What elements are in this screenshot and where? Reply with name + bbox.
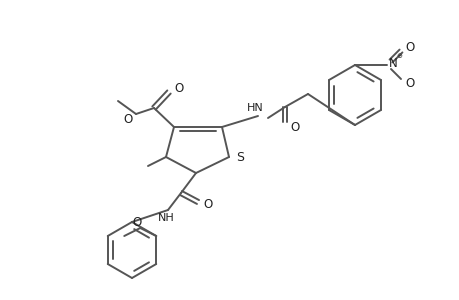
Text: O: O: [404, 40, 414, 53]
Text: S: S: [235, 151, 243, 164]
Text: O: O: [123, 112, 133, 125]
Text: N: N: [388, 56, 397, 70]
Text: NH: NH: [157, 213, 174, 223]
Text: methyl: methyl: [143, 173, 148, 175]
Text: O: O: [132, 217, 141, 230]
Text: O: O: [174, 82, 183, 94]
Text: O: O: [289, 121, 299, 134]
Text: O: O: [404, 76, 414, 89]
Text: HN: HN: [246, 103, 263, 113]
Text: O: O: [202, 197, 212, 211]
Text: ⊕: ⊕: [395, 53, 401, 59]
